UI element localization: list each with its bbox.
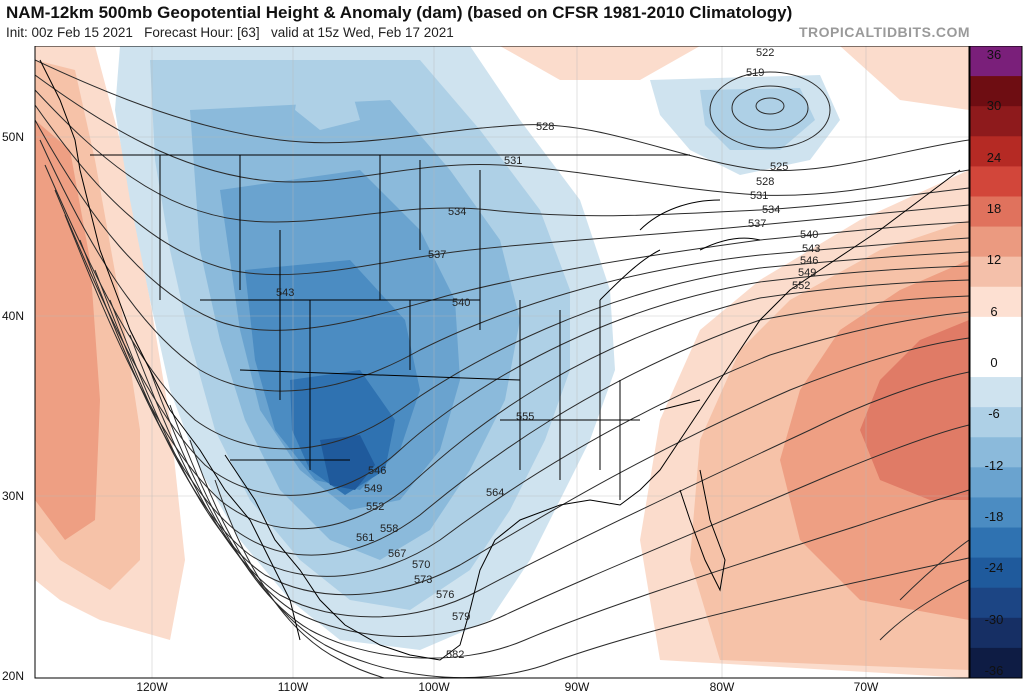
colorbar-label: 6	[990, 303, 998, 319]
contour-label: 537	[428, 249, 446, 261]
lon-label: 90W	[564, 680, 590, 694]
contour-label: 528	[756, 176, 774, 188]
colorbar-swatch	[970, 467, 1022, 498]
contour-label: 552	[366, 501, 384, 513]
contour-label: 579	[452, 611, 470, 623]
colorbar-swatch	[970, 256, 1022, 288]
contour-label: 543	[276, 287, 294, 299]
contour-label: 573	[414, 574, 432, 586]
colorbar-swatch	[970, 527, 1022, 559]
contour-label: 570	[412, 559, 430, 571]
contour-label: 528	[536, 121, 554, 133]
contour-label: 576	[436, 589, 454, 601]
coastlines	[39, 59, 961, 661]
contour-label: 546	[368, 465, 386, 477]
contour-label: 537	[748, 218, 766, 230]
lon-label: 70W	[853, 680, 879, 694]
colorbar-swatch	[970, 106, 1022, 137]
contour-label: 540	[800, 229, 818, 241]
colorbar-label: 30	[986, 98, 1002, 114]
graticule	[35, 46, 969, 678]
lat-label: 40N	[2, 309, 25, 323]
colorbar-swatch	[970, 557, 1022, 589]
colorbar-label: -18	[984, 509, 1004, 524]
contour-label: 531	[750, 190, 768, 202]
colorbar-label: -36	[984, 663, 1004, 678]
colorbar-swatch	[970, 166, 1022, 197]
forecast-hour: Forecast Hour: [63]	[144, 25, 260, 40]
colorbar-swatch	[970, 196, 1022, 228]
colorbar-swatch	[970, 76, 1022, 107]
contour-label: 549	[364, 483, 382, 495]
contour-label: 534	[448, 206, 466, 218]
colorbar-swatch	[970, 407, 1022, 438]
colorbar-label: -6	[988, 406, 1000, 422]
contour-label: 558	[380, 523, 398, 535]
colorbar-swatch	[970, 617, 1022, 649]
contour-label: 522	[756, 47, 774, 59]
lat-label: 30N	[2, 489, 25, 503]
lon-label: 80W	[709, 680, 735, 694]
contour-label: 546	[800, 255, 818, 267]
contour-label: 540	[452, 297, 470, 309]
contour-label: 549	[798, 267, 816, 279]
contour-label: 525	[770, 161, 788, 173]
contour-labels: 522 519 528 525 528 531 534 537 540 543 …	[276, 47, 820, 661]
colorbar-swatch	[970, 437, 1022, 468]
contour-label: 564	[486, 487, 504, 499]
subtitle: Init: 00z Feb 15 2021 Forecast Hour: [63…	[6, 25, 454, 40]
colorbar-swatch	[970, 286, 1022, 318]
contour-label: 567	[388, 548, 406, 560]
contour-label: 555	[516, 411, 534, 423]
warm-anomaly-east	[500, 46, 969, 678]
credit-watermark: TROPICALTIDBITS.COM	[798, 24, 970, 40]
colorbar-label: 0	[990, 355, 998, 370]
contour-label: 552	[792, 280, 810, 292]
contour-label: 519	[746, 67, 764, 79]
colorbar-label: 24	[986, 149, 1002, 165]
colorbar-label: -12	[984, 457, 1004, 473]
colorbar-swatch	[970, 226, 1022, 258]
contour-label: 561	[356, 532, 374, 544]
init-time: Init: 00z Feb 15 2021	[6, 25, 133, 40]
lon-label: 100W	[418, 680, 450, 694]
contour-label: 531	[504, 155, 522, 167]
lon-label: 120W	[136, 680, 168, 694]
map-title: NAM-12km 500mb Geopotential Height & Ano…	[6, 3, 793, 22]
header: NAM-12km 500mb Geopotential Height & Ano…	[0, 0, 1024, 46]
contour-label: 543	[802, 243, 820, 255]
colorbar-swatch	[970, 136, 1022, 167]
valid-time: valid at 15z Wed, Feb 17 2021	[270, 25, 454, 40]
lon-label: 110W	[277, 680, 309, 694]
contour-label: 534	[762, 204, 780, 216]
lat-label: 50N	[2, 130, 25, 144]
colorbar-swatch	[970, 587, 1022, 619]
contour-label: 582	[446, 649, 464, 661]
colorbar-label: -24	[984, 560, 1004, 576]
colorbar-swatch	[970, 346, 1022, 378]
colorbar-swatch	[970, 46, 1022, 77]
colorbar	[969, 45, 1023, 679]
colorbar-label: -30	[984, 611, 1004, 627]
colorbar-swatch	[970, 497, 1022, 529]
colorbar-swatch	[970, 647, 1022, 679]
colorbar-label: 12	[986, 252, 1002, 268]
colorbar-label: 18	[986, 201, 1002, 216]
height-contours	[35, 59, 969, 678]
colorbar-label: 36	[986, 47, 1002, 62]
lat-label: 20N	[2, 669, 25, 683]
colorbar-swatch	[970, 377, 1022, 408]
warm-anomaly-west	[35, 46, 185, 640]
colorbar-swatch	[970, 316, 1022, 348]
